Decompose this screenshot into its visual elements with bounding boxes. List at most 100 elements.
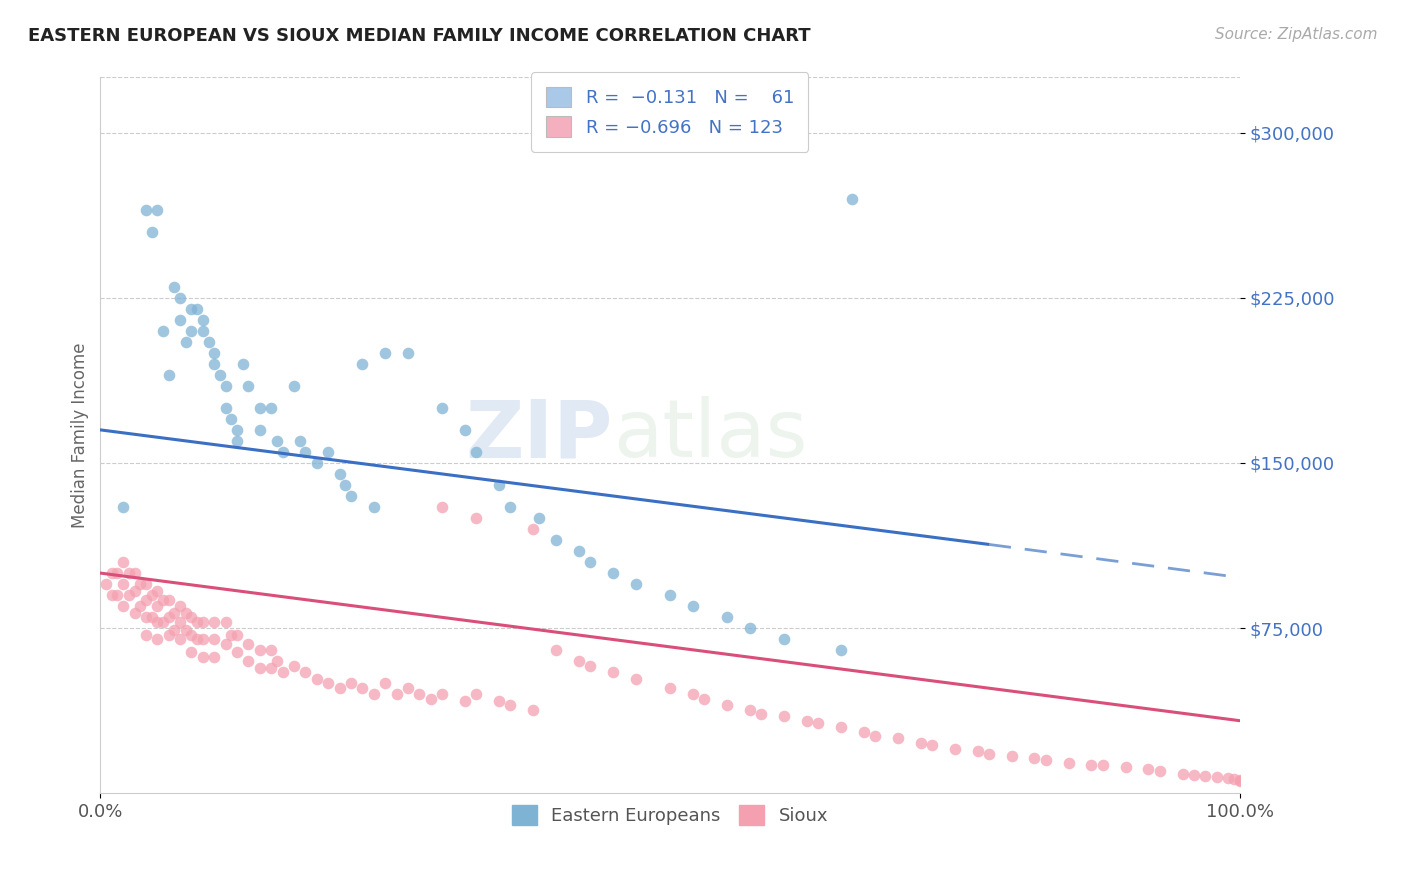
Point	[385, 687, 408, 701]
Point	[238, 636, 260, 650]
Legend: Eastern Europeans, Sioux: Eastern Europeans, Sioux	[503, 796, 837, 834]
Point	[396, 681, 419, 695]
Point	[118, 566, 141, 580]
Point	[174, 624, 197, 638]
Point	[124, 606, 146, 620]
Point	[135, 202, 157, 217]
Point	[202, 615, 225, 629]
Point	[169, 615, 191, 629]
Point	[568, 654, 591, 668]
Point	[163, 279, 186, 293]
Point	[124, 583, 146, 598]
Point	[249, 643, 271, 657]
Point	[180, 324, 202, 338]
Point	[191, 324, 214, 338]
Point	[716, 610, 738, 624]
Point	[260, 661, 283, 675]
Point	[135, 577, 157, 591]
Point	[465, 687, 488, 701]
Point	[1149, 764, 1171, 779]
Point	[214, 615, 236, 629]
Point	[283, 379, 305, 393]
Point	[454, 423, 477, 437]
Point	[374, 346, 396, 360]
Point	[249, 423, 271, 437]
Point	[419, 691, 441, 706]
Point	[294, 445, 316, 459]
Point	[682, 687, 704, 701]
Point	[499, 500, 522, 514]
Point	[749, 707, 772, 722]
Point	[202, 649, 225, 664]
Point	[316, 445, 339, 459]
Point	[146, 632, 169, 647]
Point	[191, 312, 214, 326]
Point	[863, 729, 886, 743]
Point	[910, 736, 932, 750]
Point	[152, 324, 174, 338]
Point	[141, 225, 163, 239]
Point	[163, 606, 186, 620]
Point	[141, 610, 163, 624]
Point	[260, 401, 283, 415]
Point	[1115, 760, 1137, 774]
Point	[305, 672, 328, 686]
Point	[465, 511, 488, 525]
Point	[180, 301, 202, 316]
Point	[544, 533, 567, 547]
Point	[226, 423, 249, 437]
Point	[135, 610, 157, 624]
Point	[1223, 772, 1246, 786]
Point	[112, 500, 135, 514]
Point	[1035, 753, 1057, 767]
Point	[773, 709, 796, 723]
Point	[226, 434, 249, 448]
Point	[124, 566, 146, 580]
Point	[977, 747, 1000, 761]
Point	[522, 522, 544, 536]
Point	[283, 658, 305, 673]
Point	[340, 676, 363, 690]
Point	[1229, 774, 1251, 789]
Point	[966, 744, 988, 758]
Point	[271, 665, 294, 680]
Text: atlas: atlas	[613, 396, 807, 475]
Point	[174, 606, 197, 620]
Point	[579, 658, 602, 673]
Point	[169, 312, 191, 326]
Point	[163, 624, 186, 638]
Point	[716, 698, 738, 713]
Point	[100, 588, 122, 602]
Point	[146, 615, 169, 629]
Point	[249, 401, 271, 415]
Point	[1137, 762, 1160, 776]
Point	[841, 192, 863, 206]
Point	[191, 649, 214, 664]
Point	[157, 368, 180, 382]
Point	[221, 628, 243, 642]
Point	[1218, 771, 1240, 785]
Point	[288, 434, 311, 448]
Point	[174, 334, 197, 349]
Point	[943, 742, 966, 756]
Point	[112, 599, 135, 613]
Point	[658, 681, 681, 695]
Point	[465, 445, 488, 459]
Point	[1194, 769, 1216, 783]
Point	[738, 621, 761, 635]
Point	[1024, 751, 1046, 765]
Point	[112, 555, 135, 569]
Point	[624, 672, 647, 686]
Point	[544, 643, 567, 657]
Point	[1057, 756, 1080, 770]
Point	[830, 720, 852, 734]
Point	[202, 632, 225, 647]
Point	[454, 694, 477, 708]
Point	[374, 676, 396, 690]
Point	[1229, 773, 1251, 788]
Point	[1091, 757, 1114, 772]
Point	[329, 681, 352, 695]
Point	[129, 577, 152, 591]
Y-axis label: Median Family Income: Median Family Income	[72, 343, 89, 528]
Point	[157, 610, 180, 624]
